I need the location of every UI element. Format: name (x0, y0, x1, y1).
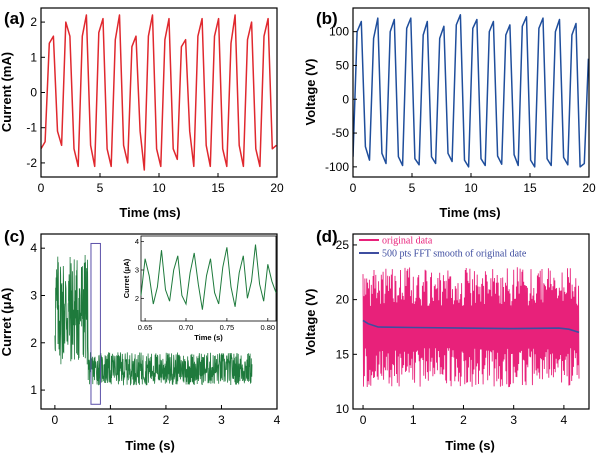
y-axis-title: Current (mA) (0, 52, 14, 132)
axes-frame (40, 7, 278, 178)
x-tick-label: 15 (211, 181, 225, 195)
panel-d: original data 500 pts FFT smooth of origi… (303, 227, 590, 453)
x-tick-label: 2 (163, 413, 170, 427)
x-tick-label: 2 (460, 413, 467, 427)
x-tick-label: 15 (523, 181, 537, 195)
series-line-c (54, 254, 253, 386)
legend-label: original data (382, 236, 433, 247)
inset-x-tick-label: 0.80 (261, 323, 276, 332)
x-axis-title: Time (s) (445, 438, 495, 453)
legend-label: 500 pts FFT smooth of original date (382, 249, 527, 260)
x-tick-label: 10 (152, 181, 166, 195)
y-tick-label: 1 (30, 383, 37, 397)
x-tick-label: 20 (270, 181, 284, 195)
y-axis-title: Curret (μA) (0, 288, 14, 357)
y-tick-label: 2 (30, 15, 37, 29)
axes-frame (40, 233, 278, 410)
x-tick-label: 20 (582, 181, 596, 195)
x-tick-label: 0 (38, 181, 45, 195)
plot-area-d (362, 267, 580, 388)
legend: original data 500 pts FFT smooth of origi… (359, 236, 527, 260)
x-tick-label: 4 (561, 413, 568, 427)
axes-frame (352, 233, 590, 410)
x-axis-title: Time (ms) (119, 205, 180, 220)
y-tick-label: 0 (342, 92, 349, 106)
y-tick-label: 20 (336, 293, 350, 307)
plot-area-c (54, 254, 253, 386)
panel-label: (d) (316, 227, 338, 246)
series-line-b (353, 14, 589, 168)
inset-y-axis-title: Curret (μA) (122, 258, 131, 298)
x-tick-label: 4 (274, 413, 281, 427)
inset-frame (140, 235, 277, 322)
series-line-original (362, 267, 580, 388)
y-tick-label: -100 (325, 160, 349, 174)
inset-x-tick-label: 0.65 (138, 323, 153, 332)
inset-y-tick-label: 2 (135, 294, 139, 303)
y-tick-label: 10 (336, 402, 350, 416)
inset-y-tick-label: 4 (135, 237, 139, 246)
x-tick-label: 5 (409, 181, 416, 195)
inset-chart: 0.65 0.70 0.75 0.80 2 3 4 Time (s) Curret (μA) (122, 235, 277, 342)
y-tick-label: 3 (30, 288, 37, 302)
series-line-fft-smooth (362, 319, 580, 334)
y-tick-label: 25 (336, 238, 350, 252)
y-tick-label: 2 (30, 336, 37, 350)
x-axis-title: Time (ms) (439, 205, 500, 220)
inset-x-tick-label: 0.75 (220, 323, 235, 332)
y-tick-label: 0 (30, 86, 37, 100)
x-tick-label: 0 (360, 413, 367, 427)
panel-label: (b) (316, 9, 338, 28)
plot-area-a (41, 14, 277, 171)
panel-a: 0 5 10 15 20 -2 -1 0 1 2 Time (ms) Current (mA) (a) (0, 7, 284, 220)
inset-x-axis-title: Time (s) (194, 333, 223, 342)
y-axis-title: Voltage (V) (303, 59, 318, 126)
x-axis-title: Time (s) (125, 438, 175, 453)
y-tick-label: -1 (26, 121, 37, 135)
inset-series-line (140, 244, 277, 310)
y-tick-label: 15 (336, 347, 350, 361)
y-tick-label: -50 (332, 126, 350, 140)
y-tick-label: 100 (329, 25, 349, 39)
y-axis-title: Voltage (V) (303, 289, 318, 356)
inset-x-tick-label: 0.70 (179, 323, 194, 332)
x-tick-label: 1 (410, 413, 417, 427)
y-tick-label: 50 (336, 58, 350, 72)
x-tick-label: 0 (52, 413, 59, 427)
series-line-a (41, 14, 277, 171)
zoom-highlight-box (90, 242, 101, 405)
x-tick-label: 3 (510, 413, 517, 427)
x-tick-label: 1 (107, 413, 114, 427)
y-tick-label: 1 (30, 50, 37, 64)
y-tick-label: -2 (26, 156, 37, 170)
y-tick-label: 4 (30, 241, 37, 255)
inset-y-tick-label: 3 (135, 266, 139, 275)
plot-area-b (353, 14, 589, 168)
x-tick-label: 3 (218, 413, 225, 427)
x-tick-label: 5 (97, 181, 104, 195)
panel-label: (a) (4, 9, 25, 28)
x-tick-label: 10 (464, 181, 478, 195)
x-tick-label: 0 (350, 181, 357, 195)
panel-label: (c) (4, 227, 25, 246)
panel-b: 0 5 10 15 20 -100 -50 0 50 100 Time (ms) Voltage (V… (303, 7, 596, 220)
